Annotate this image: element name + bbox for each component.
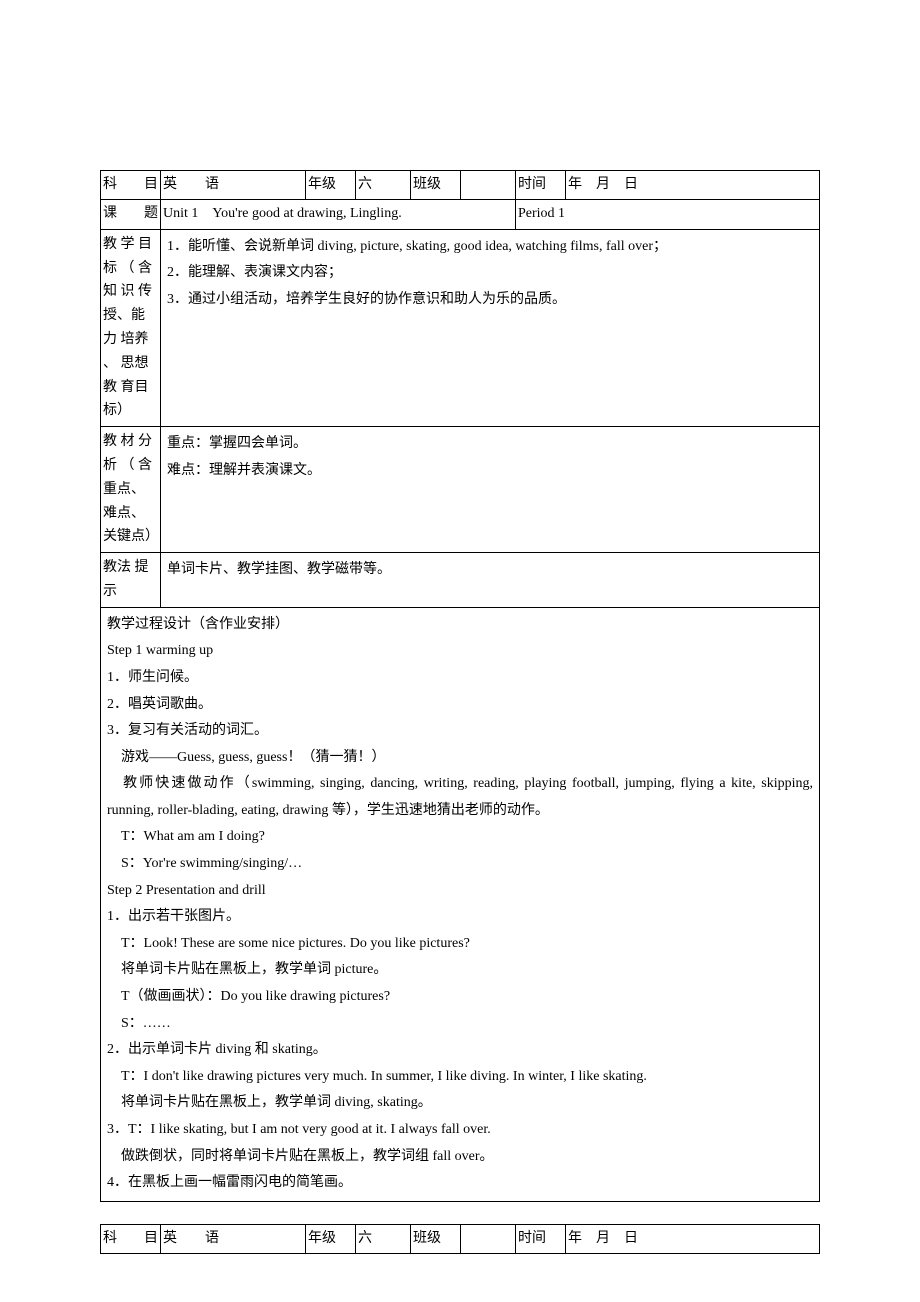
s2-1b: 将单词卡片贴在黑板上，教学单词 picture。: [107, 957, 813, 984]
grade-value: 六: [356, 171, 411, 200]
header-row-2: 科目 英 语 年级 六 班级 时间 年 月 日: [101, 1224, 820, 1253]
s2-4: 4．在黑板上画一幅雷雨闪电的简笔画。: [107, 1170, 813, 1197]
s2-2: 2．出示单词卡片 diving 和 skating。: [107, 1037, 813, 1064]
time-value: 年 月 日: [566, 171, 820, 200]
lesson-label: 课题: [101, 200, 161, 229]
goals-label: 教 学 目标 （ 含知 识 传授、能 力 培养 、 思想 教 育目标）: [101, 229, 161, 426]
s2-1: 1．出示若干张图片。: [107, 904, 813, 931]
class-label-2: 班级: [411, 1224, 461, 1253]
lesson-title: Unit 1 You're good at drawing, Lingling.: [161, 200, 516, 229]
subject-value-2: 英 语: [161, 1224, 306, 1253]
step1-title: Step 1 warming up: [107, 638, 813, 665]
goals-line3: 3．通过小组活动，培养学生良好的协作意识和助人为乐的品质。: [167, 287, 813, 314]
goals-line1: 1．能听懂、会说新单词 diving, picture, skating, go…: [167, 234, 813, 261]
header-row-1: 科目 英 语 年级 六 班级 时间 年 月 日: [101, 171, 820, 200]
goals-line2: 2．能理解、表演课文内容；: [167, 260, 813, 287]
method-label: 教法 提示: [101, 553, 161, 608]
goals-content: 1．能听懂、会说新单词 diving, picture, skating, go…: [161, 229, 820, 426]
goals-row: 教 学 目标 （ 含知 识 传授、能 力 培养 、 思想 教 育目标） 1．能听…: [101, 229, 820, 426]
s1-3b: 教师快速做动作（swimming, singing, dancing, writ…: [107, 771, 813, 824]
main-table: 科目 英 语 年级 六 班级 时间 年 月 日 课题 Unit 1 You're…: [100, 170, 820, 1202]
subject-label: 科目: [101, 171, 161, 200]
class-value-2: [461, 1224, 516, 1253]
page-container: 科目 英 语 年级 六 班级 时间 年 月 日 课题 Unit 1 You're…: [0, 0, 920, 1294]
class-label: 班级: [411, 171, 461, 200]
analysis-content: 重点：掌握四会单词。 难点：理解并表演课文。: [161, 427, 820, 553]
s2-2a: T：I don't like drawing pictures very muc…: [107, 1064, 813, 1091]
subject-value: 英 语: [161, 171, 306, 200]
s1-3d: S：Yor're swimming/singing/…: [107, 851, 813, 878]
analysis-row: 教 材 分析 （ 含重点、难点、关键点） 重点：掌握四会单词。 难点：理解并表演…: [101, 427, 820, 553]
time-value-2: 年 月 日: [566, 1224, 820, 1253]
lesson-period: Period 1: [516, 200, 820, 229]
process-row: 教学过程设计（含作业安排） Step 1 warming up 1．师生问候。 …: [101, 607, 820, 1201]
time-label: 时间: [516, 171, 566, 200]
lesson-row: 课题 Unit 1 You're good at drawing, Lingli…: [101, 200, 820, 229]
method-content: 单词卡片、教学挂图、教学磁带等。: [161, 553, 820, 608]
subject-value-b: 语: [205, 177, 219, 192]
grade-label: 年级: [306, 171, 356, 200]
s1-3a: 游戏——Guess, guess, guess！（猜一猜！）: [107, 745, 813, 772]
s2-3a: 做跌倒状，同时将单词卡片贴在黑板上，教学词组 fall over。: [107, 1144, 813, 1171]
process-content: 教学过程设计（含作业安排） Step 1 warming up 1．师生问候。 …: [101, 607, 820, 1201]
subject-value-a: 英: [163, 177, 177, 192]
s2-2b: 将单词卡片贴在黑板上，教学单词 diving, skating。: [107, 1090, 813, 1117]
step2-title: Step 2 Presentation and drill: [107, 878, 813, 905]
analysis-label: 教 材 分析 （ 含重点、难点、关键点）: [101, 427, 161, 553]
s1-1: 1．师生问候。: [107, 665, 813, 692]
grade-label-2: 年级: [306, 1224, 356, 1253]
grade-value-2: 六: [356, 1224, 411, 1253]
s1-3c: T：What am am I doing?: [107, 824, 813, 851]
time-label-2: 时间: [516, 1224, 566, 1253]
s2-3: 3．T：I like skating, but I am not very go…: [107, 1117, 813, 1144]
second-header-table: 科目 英 语 年级 六 班级 时间 年 月 日: [100, 1224, 820, 1254]
s2-1a: T：Look! These are some nice pictures. Do…: [107, 931, 813, 958]
analysis-line2: 难点：理解并表演课文。: [167, 458, 813, 485]
class-value: [461, 171, 516, 200]
s2-1c: T（做画画状）：Do you like drawing pictures?: [107, 984, 813, 1011]
process-title: 教学过程设计（含作业安排）: [107, 612, 813, 639]
s2-1d: S：……: [107, 1011, 813, 1038]
s1-3: 3．复习有关活动的词汇。: [107, 718, 813, 745]
analysis-line1: 重点：掌握四会单词。: [167, 431, 813, 458]
subject-label-2: 科目: [101, 1224, 161, 1253]
method-row: 教法 提示 单词卡片、教学挂图、教学磁带等。: [101, 553, 820, 608]
subject-value-2b: 语: [205, 1231, 219, 1246]
s1-2: 2．唱英词歌曲。: [107, 692, 813, 719]
subject-value-2a: 英: [163, 1231, 177, 1246]
